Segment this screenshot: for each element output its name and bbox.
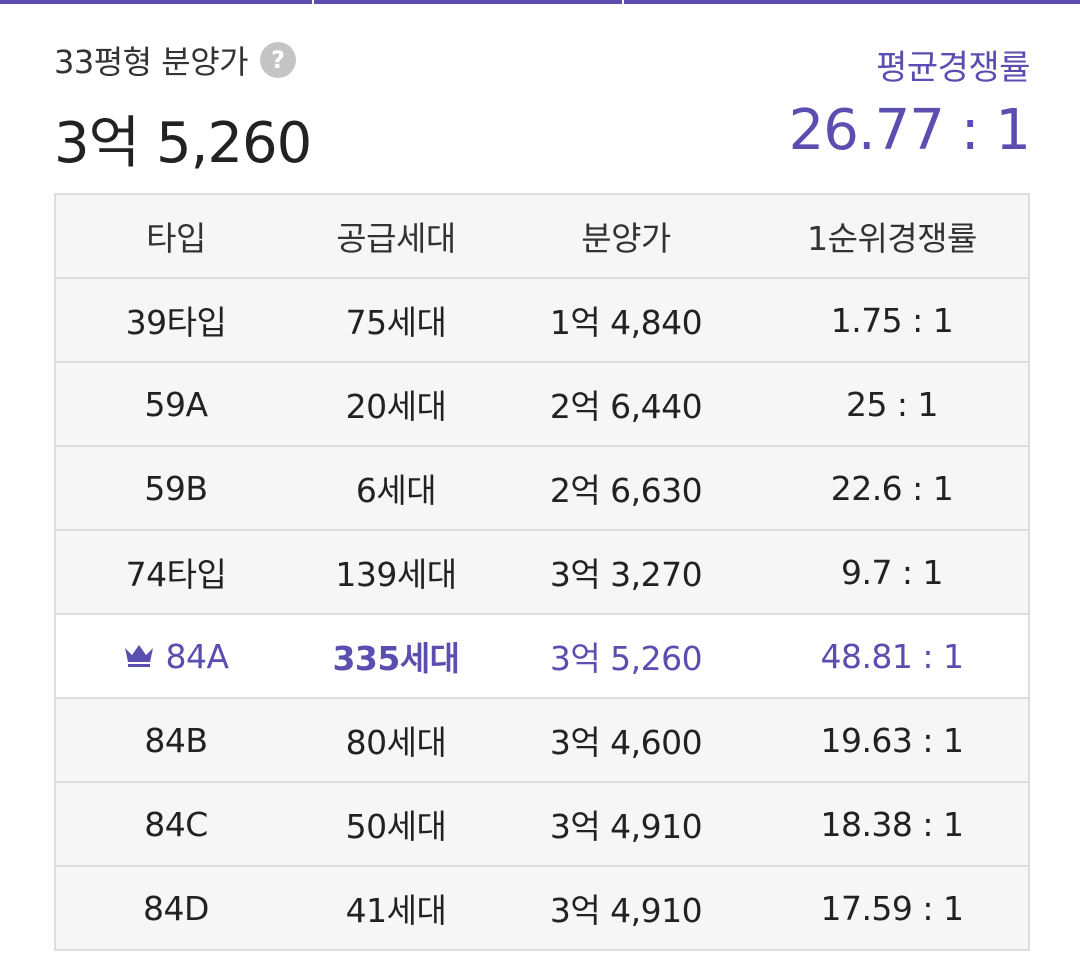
cell-rate-text: 19.63 : 1	[820, 720, 964, 760]
cell-units: 335세대	[296, 614, 496, 699]
cell-rate: 22.6 : 1	[756, 446, 1028, 531]
price-label-row: 33평형 분양가 ?	[54, 36, 297, 84]
cell-type: 39타입	[56, 278, 296, 363]
cell-units-text: 139세대	[335, 555, 457, 594]
supply-table: 타입 공급세대 분양가 1순위경쟁률 39타입 75세대 1억 4,840 1.75 …	[54, 193, 1030, 951]
table-row: 84A 335세대 3억 5,260 48.81 : 1	[56, 614, 1028, 699]
cell-rate-text: 1.75 : 1	[830, 300, 954, 340]
crown-icon	[125, 645, 154, 667]
cell-type: 59B	[56, 446, 296, 531]
cell-type-text: 39타입	[125, 303, 227, 342]
cell-rate: 9.7 : 1	[756, 530, 1028, 615]
column-header-type: 타입	[56, 195, 296, 279]
cell-rate-text: 9.7 : 1	[840, 552, 944, 592]
price-summary-header: 33평형 분양가 ? 3억 5,260 평균경쟁률 26.77 : 1	[54, 36, 1031, 186]
cell-price: 3억 3,270	[496, 530, 756, 615]
cell-units-text: 20세대	[345, 387, 447, 426]
cell-rate: 25 : 1	[756, 362, 1028, 447]
cell-price-text: 2억 6,440	[549, 387, 703, 426]
question-icon[interactable]: ?	[260, 42, 297, 78]
cell-units: 50세대	[296, 782, 496, 867]
cell-type: 59A	[56, 362, 296, 447]
top-accent-bar	[0, 0, 1080, 4]
cell-rate: 19.63 : 1	[756, 698, 1028, 783]
cell-units-text: 75세대	[345, 303, 447, 342]
cell-rate-text: 48.81 : 1	[820, 636, 964, 676]
cell-rate-text: 22.6 : 1	[830, 468, 954, 508]
cell-units-text: 6세대	[355, 471, 437, 510]
cell-type-text: 59A	[144, 384, 208, 424]
cell-type-text: 59B	[144, 468, 208, 508]
cell-units: 6세대	[296, 446, 496, 531]
cell-units-text: 335세대	[332, 639, 460, 678]
table-row: 84C 50세대 3억 4,910 18.38 : 1	[56, 782, 1028, 867]
cell-units-text: 50세대	[345, 807, 447, 846]
cell-units: 20세대	[296, 362, 496, 447]
cell-price-text: 3억 5,260	[549, 639, 703, 678]
cell-price-text: 3억 4,600	[549, 723, 703, 762]
cell-rate: 1.75 : 1	[756, 278, 1028, 363]
cell-units: 41세대	[296, 866, 496, 949]
cell-price: 3억 4,600	[496, 698, 756, 783]
cell-units: 80세대	[296, 698, 496, 783]
cell-price: 1억 4,840	[496, 278, 756, 363]
cell-units: 75세대	[296, 278, 496, 363]
column-header-units: 공급세대	[296, 195, 496, 279]
cell-price: 3억 4,910	[496, 782, 756, 867]
column-header-rate: 1순위경쟁률	[756, 195, 1028, 279]
table-row: 84D 41세대 3억 4,910 17.59 : 1	[56, 866, 1028, 949]
cell-rate: 18.38 : 1	[756, 782, 1028, 867]
cell-type: 74타입	[56, 530, 296, 615]
cell-price: 2억 6,440	[496, 362, 756, 447]
cell-type-text: 84C	[144, 804, 208, 844]
average-competition-value: 26.77 : 1	[788, 98, 1031, 163]
cell-rate: 48.81 : 1	[756, 614, 1028, 699]
cell-units-text: 41세대	[345, 891, 447, 930]
cell-type-text: 84B	[144, 720, 208, 760]
column-header-price: 분양가	[496, 195, 756, 279]
price-value: 3억 5,260	[54, 111, 312, 176]
cell-type: 84C	[56, 782, 296, 867]
cell-units-text: 80세대	[345, 723, 447, 762]
cell-type: 84A	[56, 614, 296, 699]
cell-price: 3억 4,910	[496, 866, 756, 949]
table-row: 59A 20세대 2억 6,440 25 : 1	[56, 362, 1028, 447]
table-header-row: 타입 공급세대 분양가 1순위경쟁률	[56, 195, 1028, 279]
cell-type: 84B	[56, 698, 296, 783]
cell-price-text: 3억 4,910	[549, 891, 703, 930]
table-row: 74타입 139세대 3억 3,270 9.7 : 1	[56, 530, 1028, 615]
cell-type-text: 74타입	[125, 555, 227, 594]
price-label: 33평형 분양가	[54, 43, 249, 81]
cell-units: 139세대	[296, 530, 496, 615]
cell-price-text: 1억 4,840	[549, 303, 703, 342]
cell-price: 3억 5,260	[496, 614, 756, 699]
cell-price: 2억 6,630	[496, 446, 756, 531]
cell-rate: 17.59 : 1	[756, 866, 1028, 949]
cell-rate-text: 25 : 1	[845, 384, 939, 424]
table-row: 39타입 75세대 1억 4,840 1.75 : 1	[56, 278, 1028, 363]
cell-type-text: 84D	[143, 888, 209, 928]
cell-rate-text: 17.59 : 1	[820, 888, 964, 928]
table-row: 59B 6세대 2억 6,630 22.6 : 1	[56, 446, 1028, 531]
cell-price-text: 3억 4,910	[549, 807, 703, 846]
cell-type: 84D	[56, 866, 296, 949]
cell-price-text: 3억 3,270	[549, 555, 703, 594]
cell-rate-text: 18.38 : 1	[820, 804, 964, 844]
average-competition-label: 평균경쟁률	[876, 48, 1030, 88]
cell-type-text: 84A	[165, 636, 229, 676]
cell-price-text: 2억 6,630	[549, 471, 703, 510]
table-row: 84B 80세대 3억 4,600 19.63 : 1	[56, 698, 1028, 783]
